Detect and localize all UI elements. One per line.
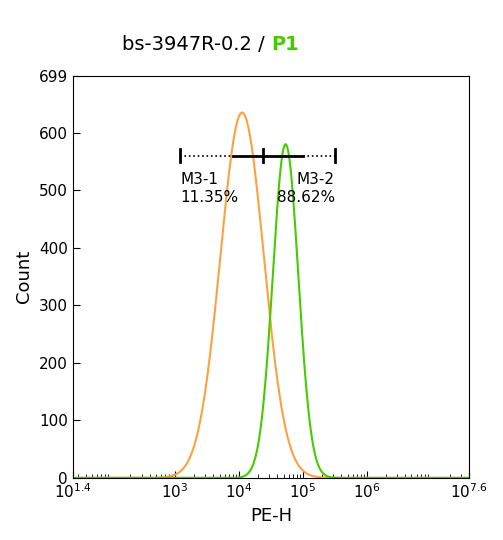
Text: 11.35%: 11.35%: [180, 190, 238, 205]
Y-axis label: Count: Count: [15, 250, 33, 303]
Text: M3-2: M3-2: [297, 172, 335, 187]
Text: bs-3947R-0.2 /: bs-3947R-0.2 /: [122, 35, 271, 53]
Text: 88.62%: 88.62%: [277, 190, 335, 205]
Text: M3-1: M3-1: [180, 172, 218, 187]
X-axis label: PE-H: PE-H: [250, 507, 292, 525]
Text: P1: P1: [271, 35, 299, 53]
